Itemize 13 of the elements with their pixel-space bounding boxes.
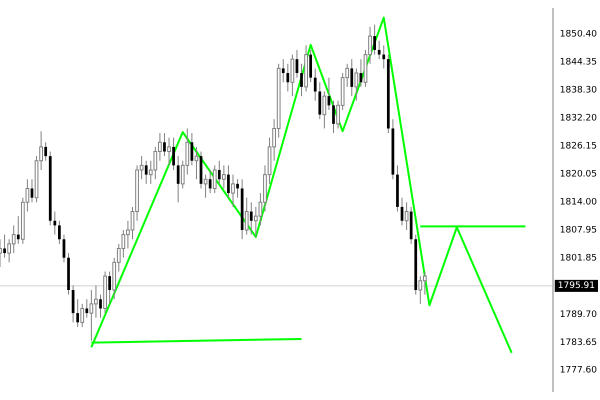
y-tick-label: 1838.30	[560, 85, 598, 96]
y-tick-label: 1826.15	[560, 142, 597, 152]
y-tick-label: 1807.95	[560, 226, 597, 236]
y-tick-label: 1789.70	[560, 310, 598, 320]
y-tick-label: 1801.85	[560, 254, 597, 264]
y-tick-label: 1844.35	[560, 58, 597, 68]
y-tick-label: 1814.00	[560, 198, 598, 208]
ref-line-label: 1795.91	[558, 281, 595, 292]
y-tick-label: 1850.40	[560, 30, 598, 40]
y-tick-label: 1820.05	[560, 170, 597, 180]
y-tick-label: 1783.65	[560, 338, 597, 348]
y-tick-label: 1832.20	[560, 114, 598, 124]
y-tick-label: 1777.60	[560, 366, 598, 376]
